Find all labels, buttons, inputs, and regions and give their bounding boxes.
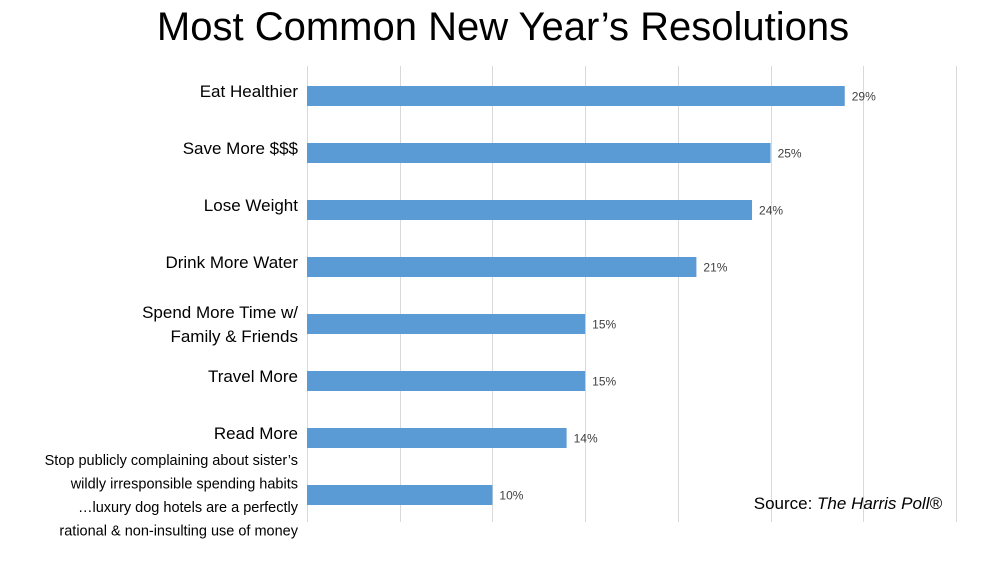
category-label-3: Lose Weight — [204, 196, 298, 215]
bar-3 — [307, 200, 753, 220]
bars — [307, 86, 845, 505]
chart-title: Most Common New Year’s Resolutions — [157, 5, 849, 49]
bar-6 — [307, 371, 586, 391]
category-label-line: Lose Weight — [204, 196, 298, 215]
value-label-1: 29% — [852, 90, 876, 104]
category-label-5: Spend More Time w/Family & Friends — [142, 303, 298, 346]
bar-5 — [307, 314, 586, 334]
value-label-7: 14% — [574, 432, 598, 446]
category-labels: Eat Healthier Save More $$$ Lose Weight Dri… — [45, 82, 299, 539]
source-name: The Harris Poll® — [817, 494, 942, 513]
value-label-5: 15% — [592, 318, 616, 332]
category-label-1: Eat Healthier — [200, 82, 299, 101]
category-label-line: Family & Friends — [170, 327, 298, 346]
source-prefix: Source: — [754, 494, 817, 513]
bar-2 — [307, 143, 771, 163]
value-label-3: 24% — [759, 204, 783, 218]
value-label-8: 10% — [499, 489, 523, 503]
category-label-line: rational & non-insulting use of money — [59, 523, 298, 539]
category-label-line: Save More $$$ — [183, 139, 299, 158]
category-label-line: Stop publicly complaining about sister’s — [45, 453, 298, 469]
category-label-line: Eat Healthier — [200, 82, 299, 101]
category-label-7: Read More — [214, 424, 298, 443]
category-label-line: wildly irresponsible spending habits — [70, 476, 298, 492]
bar-7 — [307, 428, 567, 448]
value-label-4: 21% — [703, 261, 727, 275]
category-label-line: Spend More Time w/ — [142, 303, 298, 322]
value-label-2: 25% — [778, 147, 802, 161]
category-label-8: Stop publicly complaining about sister’s… — [45, 453, 299, 540]
category-label-line: Drink More Water — [165, 253, 298, 272]
bar-8 — [307, 485, 493, 505]
category-label-4: Drink More Water — [165, 253, 298, 272]
category-label-line: Read More — [214, 424, 298, 443]
category-label-line: …luxury dog hotels are a perfectly — [78, 500, 299, 516]
bar-1 — [307, 86, 845, 106]
gridlines — [307, 66, 957, 522]
source-note: Source: The Harris Poll® — [754, 494, 943, 513]
category-label-line: Travel More — [208, 367, 298, 386]
value-label-6: 15% — [592, 375, 616, 389]
value-labels: 29% 25% 24% 21% 15% 15% 14% 10% — [499, 90, 876, 503]
category-label-6: Travel More — [208, 367, 298, 386]
category-label-2: Save More $$$ — [183, 139, 299, 158]
bar-4 — [307, 257, 697, 277]
